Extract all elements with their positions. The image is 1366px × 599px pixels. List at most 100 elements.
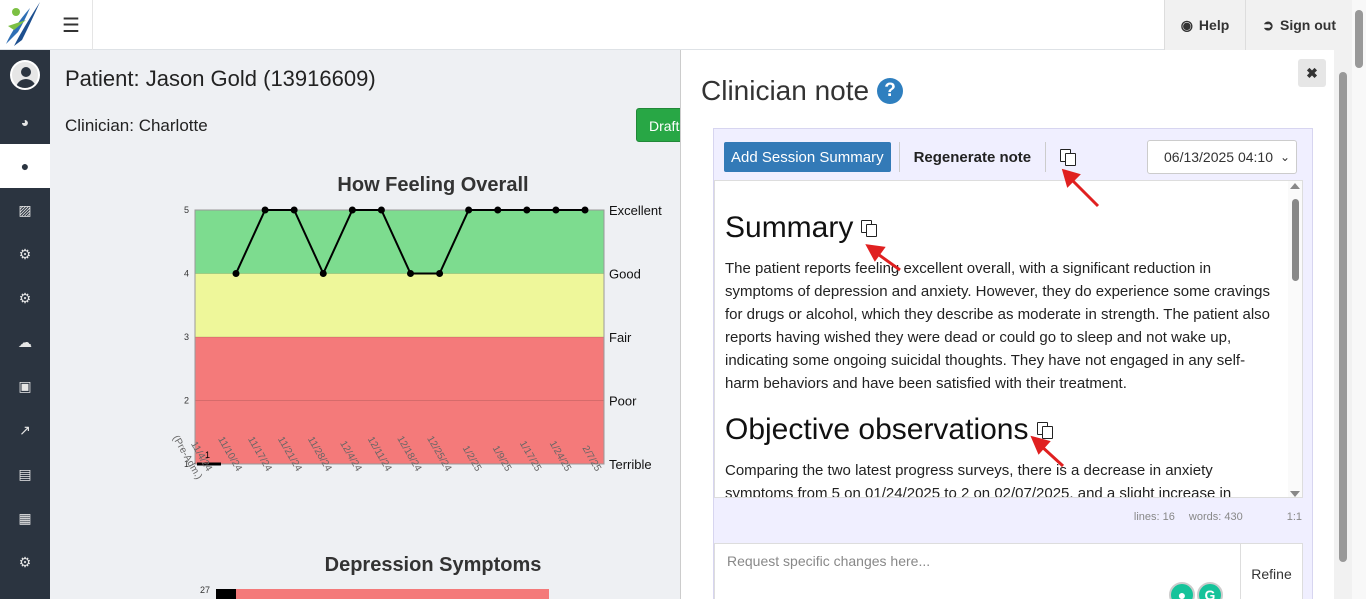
band-label: Poor — [609, 394, 637, 409]
sidebar-item-settings[interactable]: ⚙ — [0, 540, 50, 584]
copy-icon[interactable] — [1036, 422, 1053, 439]
section-heading: Objective observations — [725, 413, 1277, 447]
refine-button[interactable]: Refine — [1240, 544, 1302, 599]
laptop-icon: ▣ — [18, 377, 32, 394]
editor-scrollbar[interactable] — [1288, 181, 1302, 497]
date-select-value: 06/13/2025 04:10 — [1164, 149, 1273, 165]
data-point — [407, 270, 414, 277]
help-button[interactable]: ◉ Help — [1165, 0, 1246, 50]
sign-out-icon: ➲ — [1262, 16, 1274, 33]
bulb-icon[interactable]: ● — [1169, 582, 1195, 599]
sidebar-item-groups-alt[interactable]: ⚙ — [0, 276, 50, 320]
clinician-label: Clinician: Charlotte — [65, 116, 208, 135]
top-actions: ◉ Help ➲ Sign out — [1163, 0, 1352, 50]
copy-icon[interactable] — [861, 220, 878, 237]
modal-title-text: Clinician note — [701, 75, 870, 106]
toolbar-divider-2 — [1045, 142, 1047, 172]
modal-title: Clinician note ? — [701, 75, 904, 107]
data-point — [348, 206, 356, 214]
data-point — [436, 270, 444, 277]
word-count: words: 430 — [1188, 511, 1243, 523]
top-bar: ☰ ◉ Help ➲ Sign out — [0, 0, 1366, 50]
depression-band — [236, 589, 549, 599]
modal-scroll-thumb[interactable] — [1339, 72, 1347, 562]
chart-icon: ▨ — [18, 201, 32, 218]
sign-out-button[interactable]: ➲ Sign out — [1245, 0, 1352, 50]
groups-icon: ⚙ — [18, 245, 32, 262]
band-label: Good — [609, 267, 641, 282]
patients-icon: ● — [20, 158, 30, 174]
note-panel: Add Session Summary Regenerate note 06/1… — [713, 128, 1313, 599]
book-icon: ▤ — [18, 465, 32, 482]
question-icon[interactable]: ? — [877, 78, 904, 104]
objective-body: Comparing the two latest progress survey… — [725, 462, 1232, 498]
window-scrollbar[interactable] — [1352, 0, 1366, 599]
depression-chart: 27 — [200, 585, 549, 599]
sign-out-label: Sign out — [1280, 17, 1336, 33]
plot-border — [194, 209, 605, 465]
refine-box: Request specific changes here... ● G Ref… — [714, 543, 1303, 599]
objective-heading: Objective observations — [725, 413, 1029, 446]
y-tick-label: 5 — [184, 205, 189, 215]
refine-input[interactable]: Request specific changes here... — [727, 553, 931, 569]
y-tick-label: 4 — [184, 269, 189, 279]
sidebar-item-patients[interactable]: ● — [0, 144, 50, 188]
sidebar-item-dashboard[interactable]: ◕ — [0, 100, 50, 144]
band-label: Terrible — [609, 457, 652, 472]
sidebar-item-groups[interactable]: ⚙ — [0, 232, 50, 276]
band-label: Fair — [609, 330, 632, 345]
analytics-icon: ↗ — [19, 421, 31, 438]
chart-band — [195, 273, 604, 337]
modal-scrollbar[interactable] — [1334, 50, 1352, 599]
sidebar-item-devices[interactable]: ▣ — [0, 364, 50, 408]
lifebuoy-icon: ◉ — [1180, 16, 1193, 33]
sidebar-item-chat[interactable]: ☁ — [0, 320, 50, 364]
sidebar-item-charts[interactable]: ▨ — [0, 188, 50, 232]
data-point — [261, 206, 269, 214]
chat-icon: ☁ — [18, 333, 32, 350]
sidebar-item-profile[interactable] — [0, 50, 50, 100]
copy-icon[interactable] — [1060, 149, 1077, 166]
close-button[interactable]: ✖ — [1298, 59, 1326, 87]
menu-toggle-icon[interactable]: ☰ — [50, 0, 93, 50]
sidebar-item-library[interactable]: ▤ — [0, 452, 50, 496]
section-heading: Summary — [725, 211, 1277, 245]
chevron-down-icon: ⌄ — [1279, 150, 1290, 164]
note-content: Summary The patient reports feeling exce… — [725, 211, 1277, 498]
date-select[interactable]: 06/13/2025 04:10 ⌄ — [1147, 140, 1297, 174]
regenerate-note-button[interactable]: Regenerate note — [913, 148, 1032, 166]
depression-y-tick: 27 — [200, 585, 210, 595]
summary-body: The patient reports feeling excellent ov… — [725, 260, 1271, 392]
sidebar-item-analytics[interactable]: ↗ — [0, 408, 50, 452]
chart-band — [195, 337, 604, 464]
data-point — [319, 270, 327, 277]
note-editor[interactable]: Summary The patient reports feeling exce… — [714, 180, 1303, 498]
draft-button[interactable]: Draft — [636, 108, 680, 142]
depression-bar — [216, 589, 236, 599]
editor-status-bar: lines: 16 words: 430 1:1 — [1134, 511, 1302, 523]
patient-title: Patient: Jason Gold (13916609) — [65, 66, 376, 91]
sidebar: ◕ ● ▨ ⚙ ⚙ ☁ ▣ ↗ ▤ ▦ ⚙ — [0, 50, 50, 599]
sidebar-item-forms[interactable]: ▦ — [0, 496, 50, 540]
help-label: Help — [1198, 17, 1230, 33]
clinician-note-modal: ✖ Clinician note ? Add Session Summary R… — [680, 50, 1334, 599]
summary-heading: Summary — [725, 211, 854, 244]
patient-main: Patient: Jason Gold (13916609) Clinician… — [50, 50, 680, 599]
window-scroll-thumb[interactable] — [1355, 10, 1363, 68]
app-logo[interactable] — [0, 0, 50, 50]
y-tick-label: 3 — [184, 332, 189, 342]
groups-alt-icon: ⚙ — [18, 289, 32, 306]
scroll-up-icon[interactable] — [1290, 183, 1300, 189]
data-point — [552, 206, 560, 214]
editor-scroll-thumb[interactable] — [1292, 199, 1299, 281]
chart-band — [195, 210, 604, 274]
grammarly-icon[interactable]: G — [1197, 582, 1223, 599]
add-session-summary-button[interactable]: Add Session Summary — [724, 142, 891, 172]
data-point — [465, 206, 473, 214]
settings-icon: ⚙ — [18, 553, 32, 570]
chart-title-depression: Depression Symptoms — [324, 554, 542, 576]
band-label: Excellent — [609, 203, 662, 218]
data-point — [377, 206, 385, 214]
scroll-down-icon[interactable] — [1290, 491, 1300, 497]
clipboard-icon: ▦ — [18, 509, 32, 526]
